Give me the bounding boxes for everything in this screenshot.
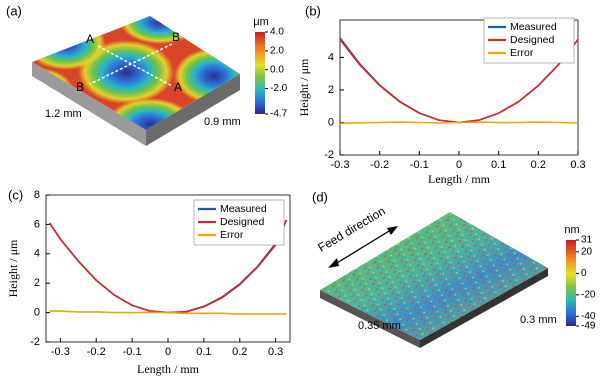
x-tick-label: 0 (456, 159, 462, 171)
colorbar-tick-label: 2.0 (270, 45, 284, 56)
dim-label: 0.9 mm (204, 116, 241, 128)
dim-label: 1.2 mm (45, 108, 82, 120)
colorbar-unit: nm (564, 224, 579, 236)
x-axis-label: Length / mm (137, 362, 200, 376)
y-tick-label: 6 (34, 218, 40, 230)
y-tick-label: 4 (34, 248, 40, 260)
colorbar-tick-label: 31 (581, 235, 593, 246)
dim-label: 0.3 mm (520, 314, 557, 326)
y-tick-label: 0 (328, 116, 334, 128)
colorbar (566, 240, 576, 326)
x-tick-label: 0.2 (232, 346, 247, 358)
annotation: Feed direction (315, 204, 387, 255)
legend-label: Designed (510, 34, 555, 46)
panel-label: (a) (6, 3, 22, 18)
legend-label: Error (510, 47, 534, 59)
y-tick-label: -2 (324, 149, 334, 161)
panel-label: (d) (312, 189, 328, 204)
series-line (339, 121, 579, 125)
y-axis-label: Height / μm (6, 239, 20, 297)
colorbar-tick-label: 0 (581, 268, 587, 279)
point-label: A (174, 80, 182, 94)
point-label: A (86, 32, 94, 46)
x-tick-label: -0.2 (370, 159, 389, 171)
colorbar-tick-label: -4.7 (270, 109, 288, 120)
x-axis-label: Length / mm (428, 172, 491, 186)
colorbar-tick-label: -49 (581, 321, 596, 332)
x-tick-label: 0.2 (531, 159, 546, 171)
colorbar-tick-label: 4.0 (270, 27, 284, 38)
colorbar (255, 32, 265, 114)
x-tick-label: 0.3 (268, 346, 283, 358)
y-tick-label: -2 (30, 336, 40, 348)
x-tick-label: -0.3 (51, 346, 70, 358)
y-tick-label: 4 (328, 51, 334, 63)
x-tick-label: 0.1 (491, 159, 506, 171)
y-axis-label: Height / μm (297, 58, 311, 116)
x-tick-label: -0.3 (331, 159, 350, 171)
colorbar-unit: μm (253, 16, 269, 28)
colorbar-tick-label: 0.0 (270, 64, 284, 75)
legend-label: Designed (220, 216, 265, 228)
dim-label: 0.35 mm (358, 320, 401, 332)
panel-label: (b) (305, 3, 321, 18)
colorbar-tick-label: -40 (581, 311, 596, 322)
x-tick-label: 0.3 (570, 159, 585, 171)
x-tick-label: 0.1 (196, 346, 211, 358)
colorbar-tick-label: -20 (581, 289, 596, 300)
series-line (49, 310, 287, 315)
panel-label: (c) (8, 187, 23, 202)
x-tick-label: -0.2 (87, 346, 106, 358)
legend-label: Error (220, 229, 244, 241)
y-tick-label: 8 (34, 189, 40, 201)
point-label: B (76, 80, 84, 94)
surface-d (320, 212, 548, 348)
y-tick-label: 2 (328, 84, 334, 96)
colorbar-tick-label: 20 (581, 246, 593, 257)
legend-label: Measured (220, 203, 267, 215)
legend-label: Measured (510, 21, 557, 33)
point-label: B (172, 30, 180, 44)
x-tick-label: -0.1 (123, 346, 142, 358)
x-tick-label: -0.1 (410, 159, 429, 171)
y-tick-label: 2 (34, 277, 40, 289)
colorbar-tick-label: -2.0 (270, 83, 288, 94)
y-tick-label: 0 (34, 307, 40, 319)
x-tick-label: 0 (165, 346, 171, 358)
